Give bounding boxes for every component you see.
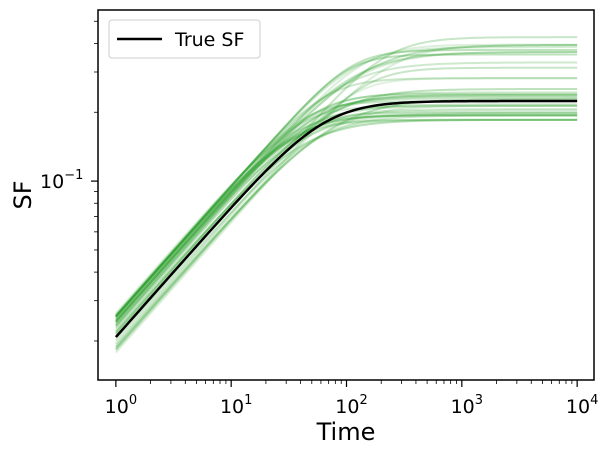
y-axis-ticks: 10−1 — [40, 20, 98, 342]
ensemble-line — [115, 118, 578, 317]
ensemble-line — [115, 51, 578, 323]
ensemble-lines — [115, 36, 578, 354]
x-axis-ticks: 100 101 102 103 104 — [105, 380, 598, 418]
true-sf-series — [114, 99, 578, 338]
ensemble-line — [115, 53, 578, 318]
ensemble-line — [115, 112, 578, 322]
ensemble-line — [115, 66, 578, 351]
ensemble-line — [115, 104, 578, 350]
legend-box — [108, 19, 261, 59]
ensemble-line — [115, 118, 578, 325]
ensemble-line — [115, 105, 578, 318]
ensemble-line — [115, 105, 578, 316]
ensemble-line — [115, 94, 578, 339]
ensemble-line — [115, 114, 578, 314]
ensemble-line — [115, 96, 578, 330]
ensemble-line — [115, 97, 578, 323]
y-tick-label: 10−1 — [40, 168, 83, 193]
ensemble-line — [115, 114, 578, 342]
x-tick-label: 103 — [451, 393, 483, 418]
ensemble-line — [115, 100, 578, 317]
ensemble-line — [115, 44, 578, 327]
ensemble-line — [115, 93, 578, 323]
x-axis-label: Time — [316, 418, 376, 446]
y-axis-label: SF — [9, 180, 37, 209]
ensemble-line — [115, 46, 578, 317]
ensemble-line — [115, 95, 578, 327]
ensemble-line — [115, 36, 578, 345]
x-tick-label: 100 — [105, 393, 137, 418]
ensemble-line — [115, 48, 578, 318]
ensemble-line — [115, 87, 578, 334]
ensemble-line — [115, 111, 578, 336]
ensemble-line — [115, 91, 578, 318]
true-sf-line — [114, 99, 578, 338]
ensemble-line — [115, 114, 578, 318]
x-tick-label: 101 — [220, 393, 252, 418]
ensemble-line — [115, 103, 578, 322]
ensemble-line — [115, 61, 578, 317]
plot-frame — [97, 9, 595, 381]
x-tick-label: 102 — [335, 393, 367, 418]
ensemble-line — [115, 92, 578, 323]
ensemble-line — [115, 77, 578, 348]
ensemble-line — [115, 97, 578, 348]
legend-label-true-sf: True SF — [174, 29, 244, 51]
legend: True SF — [108, 19, 261, 59]
ensemble-line — [115, 108, 578, 329]
ensemble-line — [115, 44, 578, 354]
ensemble-line — [115, 118, 578, 332]
ensemble-line — [115, 113, 578, 320]
ensemble-line — [115, 111, 578, 335]
ensemble-line — [115, 119, 578, 350]
ensemble-line — [115, 77, 578, 317]
x-tick-label: 104 — [566, 393, 598, 418]
ensemble-line — [115, 43, 578, 326]
ensemble-line — [115, 51, 578, 321]
ensemble-line — [115, 109, 578, 320]
